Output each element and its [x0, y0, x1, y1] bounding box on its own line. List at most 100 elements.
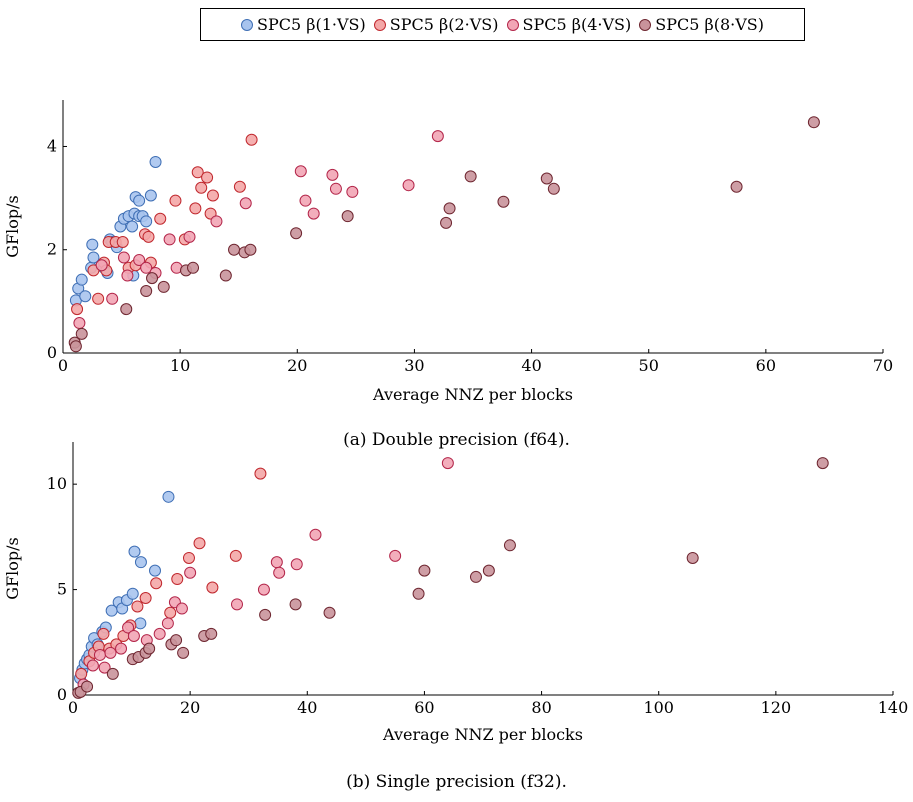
x-tick-label: 10	[170, 356, 190, 375]
data-point	[171, 573, 184, 586]
data-point	[117, 251, 130, 264]
x-tick-label: 20	[287, 356, 307, 375]
data-point	[540, 172, 553, 185]
data-point	[245, 133, 258, 146]
data-point	[193, 537, 206, 550]
data-point	[503, 539, 516, 552]
data-point	[730, 180, 743, 193]
y-tick-label: 10	[47, 474, 67, 493]
data-point	[127, 629, 140, 642]
data-point	[86, 238, 99, 251]
data-point	[161, 617, 174, 630]
data-point	[144, 189, 157, 202]
legend-label: SPC5 β(1·VS)	[257, 15, 366, 34]
y-tick-label: 0	[47, 343, 57, 362]
data-point	[150, 577, 163, 590]
data-point	[219, 269, 232, 282]
legend-marker-icon	[639, 18, 652, 31]
data-point	[79, 290, 92, 303]
data-point	[134, 556, 147, 569]
data-point	[146, 272, 159, 285]
x-tick-label: 40	[521, 356, 541, 375]
data-point	[440, 216, 453, 229]
legend-item-8vs: SPC5 β(8·VS)	[639, 15, 764, 34]
data-point	[184, 566, 197, 579]
legend-label: SPC5 β(8·VS)	[655, 15, 764, 34]
data-point	[106, 292, 119, 305]
data-point	[98, 661, 111, 674]
data-point	[75, 667, 88, 680]
data-point	[73, 317, 86, 330]
data-point	[307, 207, 320, 220]
data-point	[341, 210, 354, 223]
data-point	[807, 116, 820, 129]
x-tick-label: 0	[68, 698, 78, 717]
legend-item-4vs: SPC5 β(4·VS)	[506, 15, 632, 34]
y-tick-label: 0	[57, 685, 67, 704]
data-point	[290, 227, 303, 240]
data-point	[294, 165, 307, 178]
data-point	[206, 581, 219, 594]
x-axis-label: Average NNZ per blocks	[372, 385, 573, 404]
data-point	[239, 197, 252, 210]
data-point	[93, 648, 106, 661]
legend-label: SPC5 β(4·VS)	[522, 15, 632, 34]
data-point	[149, 564, 161, 577]
data-point	[162, 490, 175, 503]
data-point	[229, 549, 242, 562]
caption-a: (a) Double precision (f64).	[343, 430, 570, 450]
legend: SPC5 β(1·VS) SPC5 β(2·VS) SPC5 β(4·VS) S…	[200, 8, 805, 41]
data-point	[133, 194, 146, 207]
y-tick-label: 5	[57, 580, 67, 599]
data-point	[228, 243, 241, 256]
data-point	[75, 327, 88, 340]
data-point	[244, 243, 257, 256]
data-point	[157, 280, 170, 293]
data-point	[139, 592, 152, 605]
data-point	[133, 254, 146, 267]
data-point	[164, 606, 177, 619]
data-point	[115, 642, 128, 655]
data-point	[69, 340, 82, 353]
data-point	[140, 215, 153, 228]
data-point	[189, 202, 202, 215]
x-tick-label: 120	[761, 698, 792, 717]
data-point	[309, 528, 322, 541]
legend-marker-icon	[506, 18, 519, 31]
data-point	[231, 598, 243, 611]
legend-marker-icon	[373, 18, 386, 31]
data-point	[183, 230, 196, 243]
data-point	[346, 185, 359, 198]
legend-item-2vs: SPC5 β(2·VS)	[373, 15, 499, 34]
data-point	[469, 570, 482, 583]
data-point	[106, 667, 119, 680]
data-point	[71, 303, 84, 316]
data-point	[128, 545, 141, 558]
data-point	[86, 659, 99, 672]
data-point	[142, 230, 155, 243]
y-tick-label: 4	[47, 136, 57, 155]
y-axis-label: GFlop/s	[3, 537, 22, 599]
data-point	[259, 608, 272, 621]
x-tick-label: 20	[180, 698, 200, 717]
chart-b: 0 20 40 60 80 100 120 140 0 5 10 Average NNZ per bl…	[3, 442, 908, 744]
caption-b: (b) Single precision (f32).	[346, 772, 567, 792]
data-point	[443, 202, 456, 215]
data-point	[389, 549, 402, 562]
data-point	[210, 215, 223, 228]
x-tick-label: 140	[878, 698, 909, 717]
legend-marker-icon	[241, 18, 253, 31]
data-point	[126, 587, 139, 600]
data-point	[131, 600, 144, 613]
data-point	[289, 598, 302, 611]
y-tick-label: 2	[47, 240, 57, 259]
x-tick-label: 80	[531, 698, 551, 717]
x-tick-label: 100	[643, 698, 674, 717]
data-point	[121, 269, 134, 282]
data-point	[254, 467, 267, 480]
data-point	[201, 171, 214, 184]
data-point	[205, 627, 218, 640]
data-point	[547, 182, 560, 195]
x-tick-label: 30	[404, 356, 424, 375]
legend-item-1vs: SPC5 β(1·VS)	[241, 15, 366, 34]
